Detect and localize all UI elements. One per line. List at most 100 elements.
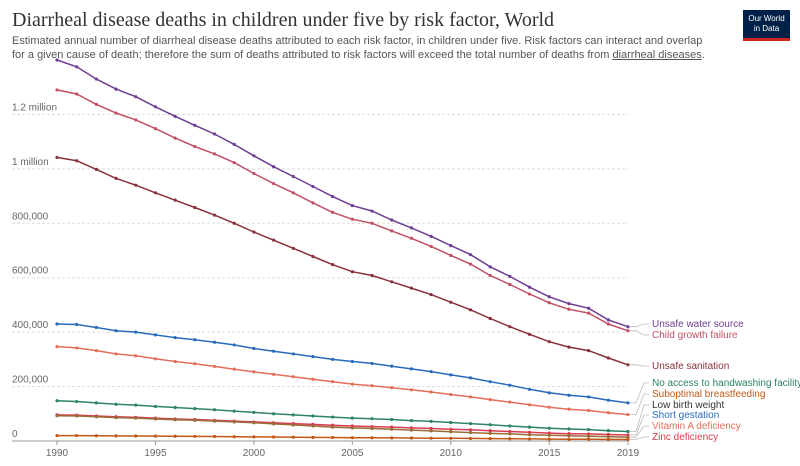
- data-point: [134, 330, 138, 334]
- data-point: [153, 333, 158, 337]
- data-point: [193, 205, 197, 210]
- data-point: [212, 213, 217, 217]
- data-point: [232, 142, 236, 146]
- data-point: [508, 274, 512, 278]
- data-point: [429, 390, 433, 394]
- data-point: [567, 307, 571, 311]
- legend-label: Suboptimal breastfeeding: [652, 389, 765, 400]
- data-point: [449, 427, 453, 431]
- data-point: [94, 325, 98, 330]
- data-point: [193, 338, 197, 342]
- data-point: [587, 408, 591, 413]
- data-point: [488, 398, 492, 402]
- data-point: [55, 433, 59, 438]
- data-point: [193, 144, 197, 149]
- legend-connector: [630, 404, 649, 432]
- data-point: [114, 176, 118, 180]
- data-point: [527, 430, 532, 434]
- data-point: [350, 382, 354, 386]
- data-point: [134, 118, 138, 122]
- data-point: [134, 416, 138, 420]
- legend-label: Short gestation: [652, 410, 719, 421]
- legend-connector: [630, 436, 649, 440]
- data-point: [527, 387, 532, 391]
- data-point: [587, 349, 591, 353]
- data-point: [449, 300, 453, 304]
- legend-connector: [630, 393, 649, 415]
- data-point: [449, 420, 453, 425]
- logo-line1: Our World: [748, 14, 785, 23]
- data-point: [587, 437, 591, 441]
- data-point: [331, 210, 335, 214]
- legend-label: Vitamin A deficiency: [652, 421, 741, 432]
- data-point: [370, 209, 374, 213]
- data-point: [468, 428, 473, 432]
- data-point: [350, 203, 354, 208]
- data-point: [134, 434, 138, 438]
- data-point: [429, 234, 433, 238]
- logo-line2: in Data: [753, 24, 780, 33]
- data-point: [232, 409, 236, 413]
- data-point: [212, 340, 217, 344]
- data-point: [75, 92, 79, 96]
- data-point: [390, 436, 394, 440]
- data-point: [75, 322, 79, 327]
- data-point: [252, 346, 256, 351]
- data-point: [252, 421, 256, 425]
- chart-title: Diarrheal disease deaths in children und…: [12, 9, 555, 31]
- data-point: [527, 292, 532, 296]
- y-tick-label: 1 million: [12, 157, 49, 168]
- data-point: [370, 361, 374, 366]
- data-point: [409, 418, 414, 423]
- data-point: [212, 434, 217, 439]
- data-point: [291, 423, 295, 427]
- data-point: [134, 403, 138, 407]
- data-point: [527, 425, 532, 429]
- data-point: [232, 420, 236, 424]
- data-point: [134, 183, 138, 187]
- data-point: [626, 429, 630, 434]
- data-point: [449, 436, 453, 440]
- data-point: [252, 370, 256, 374]
- data-point: [488, 316, 492, 321]
- data-point: [390, 417, 394, 422]
- data-point: [468, 308, 473, 312]
- data-point: [606, 318, 610, 322]
- data-point: [173, 359, 177, 364]
- data-point: [449, 244, 453, 248]
- data-point: [271, 435, 276, 439]
- data-point: [606, 411, 610, 415]
- data-point: [508, 424, 512, 428]
- data-point: [271, 412, 276, 416]
- data-point: [331, 415, 335, 419]
- data-point: [468, 262, 473, 266]
- data-point: [606, 435, 610, 439]
- owid-logo[interactable]: Our World in Data: [743, 10, 790, 41]
- data-point: [75, 159, 79, 163]
- data-point: [153, 357, 158, 361]
- data-point: [331, 357, 335, 361]
- y-tick-label: 600,000: [12, 266, 49, 277]
- x-tick-label: 2015: [538, 448, 561, 459]
- data-point: [291, 413, 295, 417]
- subtitle-link-diarrheal-diseases[interactable]: diarrheal diseases: [612, 49, 702, 61]
- data-point: [193, 362, 197, 366]
- chart-subtitle: Estimated annual number of diarrheal dis…: [12, 34, 712, 62]
- x-tick-label: 2000: [243, 448, 266, 459]
- data-point: [449, 373, 453, 377]
- data-point: [232, 343, 236, 347]
- data-point: [291, 375, 295, 379]
- data-point: [508, 432, 512, 436]
- data-point: [626, 329, 630, 333]
- data-point: [75, 414, 79, 418]
- data-point: [252, 230, 256, 234]
- subtitle-text: Estimated annual number of diarrheal dis…: [12, 35, 703, 61]
- data-point: [390, 386, 394, 390]
- legend-label: Low birth weight: [652, 400, 724, 411]
- data-point: [212, 364, 217, 369]
- data-point: [134, 95, 138, 99]
- data-point: [193, 434, 197, 439]
- data-point: [468, 376, 473, 380]
- data-point: [252, 410, 256, 415]
- legend-label: No access to handwashing facility: [652, 378, 800, 389]
